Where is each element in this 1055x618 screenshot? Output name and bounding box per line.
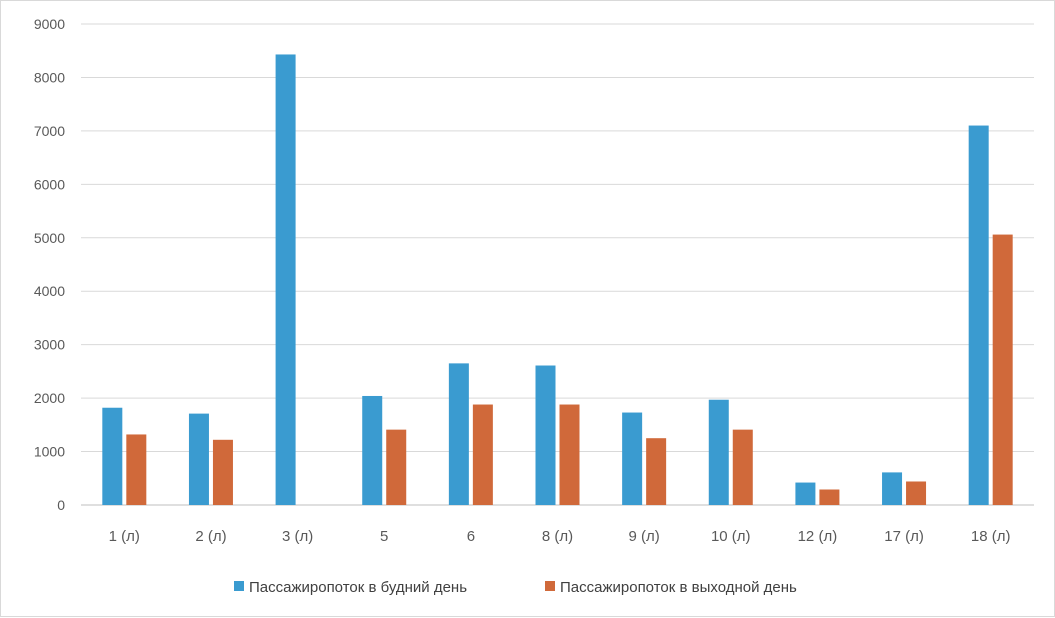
x-tick-label: 9 (л) xyxy=(629,528,660,545)
x-tick-label: 10 (л) xyxy=(711,528,751,545)
x-tick-label: 8 (л) xyxy=(542,528,573,545)
x-tick-label: 5 xyxy=(380,528,388,545)
bar-series-1 xyxy=(882,472,903,505)
y-tick-label: 1000 xyxy=(34,444,65,460)
y-tick-label: 6000 xyxy=(34,176,65,192)
legend: Пассажиропоток в будний день Пассажиропот… xyxy=(234,579,797,596)
bar-series-2 xyxy=(559,404,580,505)
x-tick-label: 2 (л) xyxy=(195,528,226,545)
bar-series-1 xyxy=(968,125,989,506)
legend-label: Пассажиропоток в выходной день xyxy=(560,579,797,596)
bar-series-2 xyxy=(126,434,147,505)
y-axis-ticks: 0 1000 2000 3000 4000 5000 6000 7000 8000 9000 xyxy=(34,16,65,513)
bar-series-1 xyxy=(708,399,729,505)
y-tick-label: 3000 xyxy=(34,337,65,353)
legend-swatch xyxy=(545,581,555,591)
bar-series-2 xyxy=(646,438,667,505)
bar-series-1 xyxy=(535,365,556,505)
y-tick-label: 2000 xyxy=(34,390,65,406)
bar-series-1 xyxy=(102,407,123,505)
bar-series-1 xyxy=(362,395,383,505)
bars xyxy=(102,54,1013,506)
x-tick-label: 1 (л) xyxy=(109,528,140,545)
bar-series-2 xyxy=(386,429,407,505)
bar-series-1 xyxy=(622,412,643,505)
bar-series-1 xyxy=(795,482,816,505)
y-tick-label: 9000 xyxy=(34,16,65,32)
bar-series-1 xyxy=(448,363,469,505)
legend-label: Пассажиропоток в будний день xyxy=(249,579,467,596)
bar-series-2 xyxy=(992,234,1013,505)
x-tick-label: 17 (л) xyxy=(884,528,924,545)
y-tick-label: 8000 xyxy=(34,69,65,85)
x-tick-label: 12 (л) xyxy=(798,528,838,545)
x-tick-label: 18 (л) xyxy=(971,528,1011,545)
bar-series-2 xyxy=(472,404,493,505)
x-tick-label: 6 xyxy=(467,528,475,545)
bar-series-1 xyxy=(188,413,209,505)
y-tick-label: 7000 xyxy=(34,123,65,139)
bar-series-2 xyxy=(906,481,927,505)
bar-series-2 xyxy=(732,429,753,505)
y-tick-label: 5000 xyxy=(34,230,65,246)
y-tick-label: 4000 xyxy=(34,283,65,299)
x-tick-label: 3 (л) xyxy=(282,528,313,545)
bar-series-2 xyxy=(212,439,233,505)
legend-swatch xyxy=(234,581,244,591)
gridlines xyxy=(81,23,1034,506)
y-tick-label: 0 xyxy=(57,497,65,513)
bar-series-1 xyxy=(275,54,296,506)
bar-series-2 xyxy=(819,489,840,505)
x-axis-ticks: 1 (л) 2 (л) 3 (л) 5 6 8 (л) 9 (л) 10 (л) 12 (л) 1… xyxy=(109,528,1011,545)
